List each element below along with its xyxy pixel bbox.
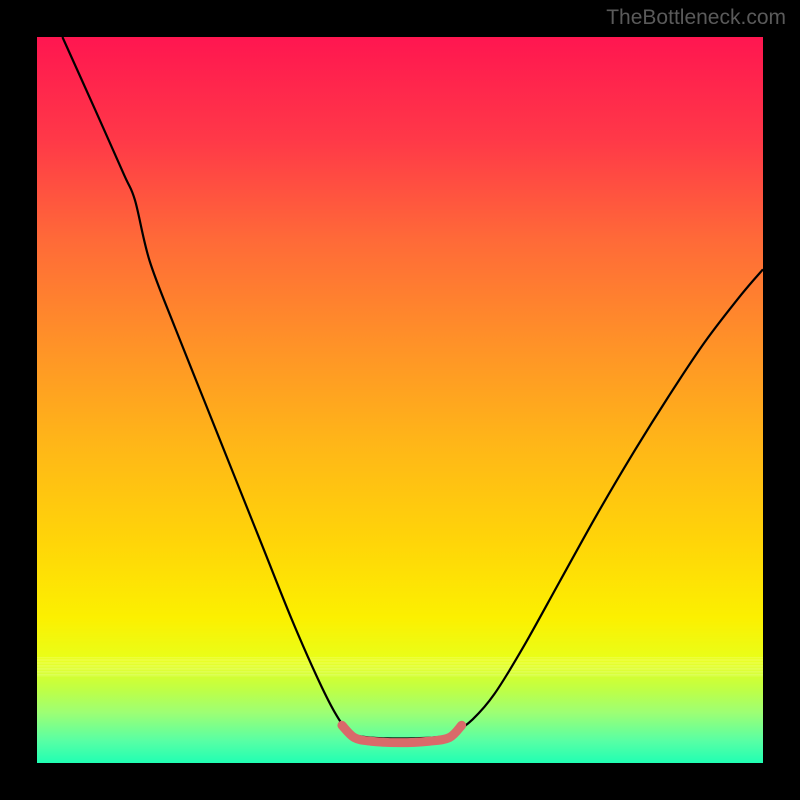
chart-background bbox=[37, 37, 763, 763]
bottom-band-lines bbox=[37, 658, 763, 676]
watermark-text: TheBottleneck.com bbox=[606, 6, 786, 30]
bottleneck-chart bbox=[37, 37, 763, 763]
